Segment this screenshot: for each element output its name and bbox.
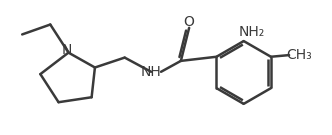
Text: CH₃: CH₃ — [286, 48, 312, 62]
Text: O: O — [184, 15, 195, 29]
Text: NH₂: NH₂ — [239, 25, 265, 39]
Text: NH: NH — [141, 65, 161, 79]
Text: N: N — [62, 43, 72, 57]
